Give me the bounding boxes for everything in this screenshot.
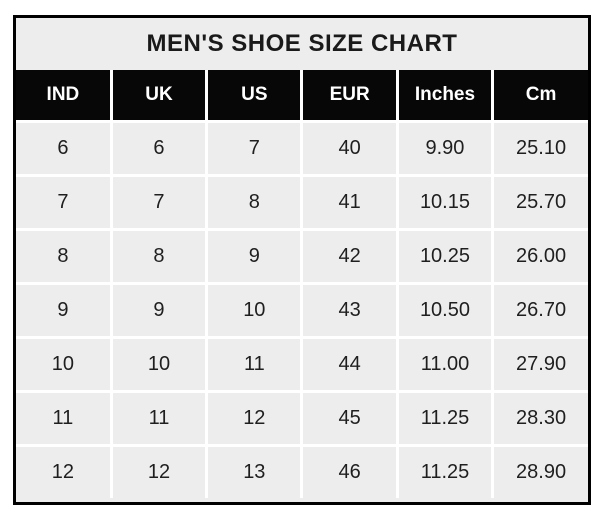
table-cell: 10 (16, 336, 112, 392)
table-row: 6 6 7 40 9.90 25.10 (16, 120, 588, 176)
table-cell: 26.70 (491, 282, 588, 338)
table-cell: 13 (205, 444, 302, 502)
table-cell: 26.00 (491, 228, 588, 284)
table-cell: 28.30 (491, 390, 588, 446)
table-cell: 10.25 (395, 228, 493, 284)
table-cell: 11 (109, 390, 207, 446)
table-cell: 40 (300, 120, 398, 176)
table-row: 9 9 10 43 10.50 26.70 (16, 282, 588, 338)
table-cell: 27.90 (491, 336, 588, 392)
table-cell: 8 (205, 174, 302, 230)
table-cell: 45 (300, 390, 398, 446)
table-cell: 11.00 (395, 336, 493, 392)
column-header-us: US (205, 70, 302, 122)
table-cell: 6 (109, 120, 207, 176)
table-row: 8 8 9 42 10.25 26.00 (16, 228, 588, 284)
table-cell: 7 (205, 120, 302, 176)
table-cell: 11.25 (395, 444, 493, 502)
table-cell: 11 (16, 390, 112, 446)
header-row: IND UK US EUR Inches Cm (16, 70, 588, 122)
table-body: 6 6 7 40 9.90 25.10 7 7 8 41 10.15 25.70 8 8 9 42 10.25 2… (16, 120, 588, 502)
table-cell: 44 (300, 336, 398, 392)
table-cell: 8 (109, 228, 207, 284)
table-cell: 10 (109, 336, 207, 392)
column-header-cm: Cm (491, 70, 588, 122)
shoe-size-chart: MEN'S SHOE SIZE CHART IND UK US EUR Inches Cm… (13, 15, 591, 505)
table-cell: 7 (109, 174, 207, 230)
column-header-ind: IND (16, 70, 112, 122)
table-cell: 25.70 (491, 174, 588, 230)
table-cell: 10.50 (395, 282, 493, 338)
size-table: IND UK US EUR Inches Cm 6 6 7 40 9.90 25.10 7 7 8 41 10… (16, 70, 588, 502)
table-row: 11 11 12 45 11.25 28.30 (16, 390, 588, 446)
table-cell: 28.90 (491, 444, 588, 502)
table-cell: 6 (16, 120, 112, 176)
table-cell: 10 (205, 282, 302, 338)
table-row: 7 7 8 41 10.15 25.70 (16, 174, 588, 230)
table-cell: 10.15 (395, 174, 493, 230)
table-cell: 25.10 (491, 120, 588, 176)
table-cell: 9 (205, 228, 302, 284)
table-cell: 43 (300, 282, 398, 338)
table-cell: 12 (205, 390, 302, 446)
column-header-eur: EUR (300, 70, 398, 122)
table-cell: 11.25 (395, 390, 493, 446)
table-cell: 41 (300, 174, 398, 230)
page-title: MEN'S SHOE SIZE CHART (16, 18, 588, 70)
table-cell: 12 (109, 444, 207, 502)
table-cell: 9 (16, 282, 112, 338)
table-cell: 11 (205, 336, 302, 392)
table-cell: 9.90 (395, 120, 493, 176)
table-row: 10 10 11 44 11.00 27.90 (16, 336, 588, 392)
table-cell: 7 (16, 174, 112, 230)
table-cell: 9 (109, 282, 207, 338)
table-cell: 8 (16, 228, 112, 284)
table-row: 12 12 13 46 11.25 28.90 (16, 444, 588, 502)
table-cell: 46 (300, 444, 398, 502)
table-cell: 42 (300, 228, 398, 284)
table-cell: 12 (16, 444, 112, 502)
column-header-inches: Inches (395, 70, 493, 122)
column-header-uk: UK (109, 70, 207, 122)
